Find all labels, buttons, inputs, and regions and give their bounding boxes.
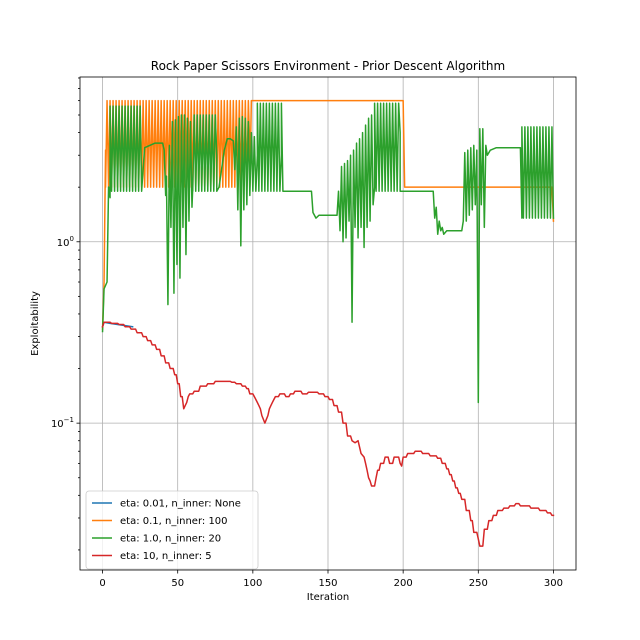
legend-label: eta: 0.01, n_inner: None bbox=[120, 499, 241, 510]
legend-label: eta: 10, n_inner: 5 bbox=[120, 551, 212, 562]
x-tick-label: 150 bbox=[318, 578, 337, 589]
x-tick-label: 0 bbox=[99, 578, 105, 589]
y-axis-label: Exploitability bbox=[30, 291, 41, 356]
x-axis-label: Iteration bbox=[307, 592, 349, 603]
series-line-3 bbox=[101, 102, 555, 404]
y-tick-label: 10−1 bbox=[51, 416, 74, 430]
legend-label: eta: 1.0, n_inner: 20 bbox=[120, 534, 221, 545]
legend-box bbox=[85, 490, 259, 570]
series-line-4 bbox=[101, 321, 555, 547]
x-tick-label: 250 bbox=[469, 578, 488, 589]
legend: eta: 0.01, n_inner: None eta: 0.1, n_inne… bbox=[85, 490, 259, 570]
x-tick-label: 100 bbox=[243, 578, 262, 589]
x-tick-label: 50 bbox=[171, 578, 184, 589]
legend-label: eta: 0.1, n_inner: 100 bbox=[120, 516, 228, 527]
x-tick-label: 200 bbox=[394, 578, 413, 589]
y-tick-label: 100 bbox=[57, 235, 74, 249]
x-tick-label: 300 bbox=[544, 578, 563, 589]
plot-area bbox=[101, 99, 555, 547]
axis-ticks: 0 50 100 150 200 250 300 10−1 100 bbox=[51, 77, 563, 589]
chart-title: Rock Paper Scissors Environment - Prior … bbox=[151, 59, 505, 73]
